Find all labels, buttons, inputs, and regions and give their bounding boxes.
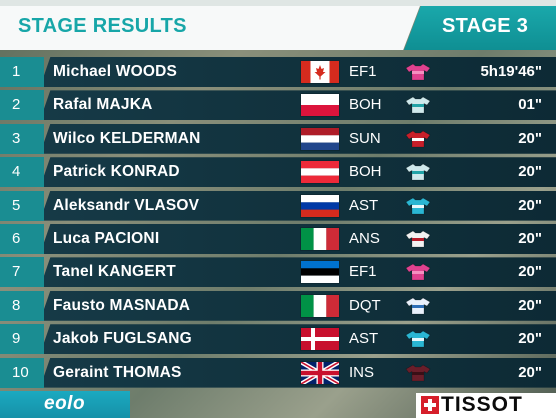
finish-time: 20" bbox=[518, 196, 542, 214]
red-jersey-icon bbox=[405, 130, 431, 148]
position-number: 8 bbox=[0, 290, 44, 321]
team-code: BOH bbox=[349, 96, 382, 114]
pink-jersey-icon bbox=[405, 263, 431, 281]
stage-label: STAGE 3 bbox=[442, 15, 529, 37]
rider-name: Wilco KELDERMAN bbox=[53, 129, 201, 147]
finish-time: 20" bbox=[518, 330, 542, 348]
position-number: 5 bbox=[0, 190, 44, 221]
finish-time: 20" bbox=[518, 230, 542, 247]
position-number: 6 bbox=[0, 224, 44, 254]
table-row: 1 Michael WOODS EF1 5h19'46" bbox=[0, 57, 556, 87]
position-number: 2 bbox=[0, 90, 44, 121]
russia-flag-icon bbox=[301, 194, 339, 217]
italy-flag-icon bbox=[301, 228, 339, 250]
rider-name: Rafal MAJKA bbox=[53, 96, 153, 114]
tissot-logo-panel bbox=[416, 393, 556, 418]
table-row: 3 Wilco KELDERMAN SUN 20" bbox=[0, 123, 556, 154]
denmark-flag-icon bbox=[301, 328, 339, 351]
team-code: AST bbox=[349, 196, 379, 214]
italy-flag-icon bbox=[301, 294, 339, 317]
cyan-jersey-icon bbox=[405, 197, 431, 215]
finish-time: 20" bbox=[518, 296, 542, 314]
row-background bbox=[40, 357, 556, 388]
tissot-cross-icon bbox=[421, 396, 439, 414]
table-row: 8 Fausto MASNADA DQT 20" bbox=[0, 290, 556, 321]
finish-time: 20" bbox=[518, 263, 542, 281]
maroon-jersey-icon bbox=[405, 364, 431, 382]
pink-jersey-icon bbox=[405, 63, 431, 81]
row-background bbox=[40, 324, 556, 355]
canada-flag-icon bbox=[301, 61, 339, 83]
team-code: DQT bbox=[349, 296, 381, 314]
row-background bbox=[40, 90, 556, 121]
header-title-panel bbox=[0, 6, 420, 50]
finish-time: 20" bbox=[518, 163, 542, 181]
team-code: INS bbox=[349, 363, 375, 381]
finish-time: 5h19'46" bbox=[480, 63, 542, 80]
table-row: 6 Luca PACIONI ANS 20" bbox=[0, 224, 556, 254]
blue-white-jersey-icon bbox=[405, 297, 431, 315]
row-background bbox=[40, 224, 556, 254]
estonia-flag-icon bbox=[301, 261, 339, 284]
row-background bbox=[40, 57, 556, 87]
eolo-logo: eolo bbox=[44, 393, 86, 414]
austria-flag-icon bbox=[301, 161, 339, 184]
teal-jersey-icon bbox=[405, 163, 431, 181]
position-number: 4 bbox=[0, 157, 44, 188]
rider-name: Tanel KANGERT bbox=[53, 263, 176, 281]
rider-name: Patrick KONRAD bbox=[53, 163, 180, 181]
table-row: 7 Tanel KANGERT EF1 20" bbox=[0, 257, 556, 288]
teal-jersey-icon bbox=[405, 96, 431, 114]
poland-flag-icon bbox=[301, 94, 339, 117]
row-background bbox=[40, 190, 556, 221]
finish-time: 01" bbox=[518, 96, 542, 114]
team-code: EF1 bbox=[349, 63, 377, 80]
rider-name: Luca PACIONI bbox=[53, 230, 160, 247]
position-number: 10 bbox=[0, 357, 44, 388]
row-background bbox=[40, 157, 556, 188]
position-number: 1 bbox=[0, 57, 44, 87]
tissot-logo: TISSOT bbox=[441, 393, 523, 416]
rider-name: Jakob FUGLSANG bbox=[53, 330, 192, 348]
finish-time: 20" bbox=[518, 363, 542, 381]
team-code: ANS bbox=[349, 230, 380, 247]
stage-badge bbox=[404, 6, 556, 50]
team-code: SUN bbox=[349, 129, 381, 147]
table-row: 2 Rafal MAJKA BOH 01" bbox=[0, 90, 556, 121]
team-code: BOH bbox=[349, 163, 382, 181]
row-background bbox=[40, 290, 556, 321]
position-number: 7 bbox=[0, 257, 44, 288]
rider-name: Fausto MASNADA bbox=[53, 296, 191, 314]
rider-name: Geraint THOMAS bbox=[53, 363, 182, 381]
row-background bbox=[40, 257, 556, 288]
netherlands-flag-icon bbox=[301, 127, 339, 150]
page-title: STAGE RESULTS bbox=[18, 15, 187, 37]
finish-time: 20" bbox=[518, 129, 542, 147]
table-row: 4 Patrick KONRAD BOH 20" bbox=[0, 157, 556, 188]
cyan-jersey-icon bbox=[405, 330, 431, 348]
table-row: 5 Aleksandr VLASOV AST 20" bbox=[0, 190, 556, 221]
red-white-jersey-icon bbox=[405, 230, 431, 248]
position-number: 9 bbox=[0, 324, 44, 355]
position-number: 3 bbox=[0, 123, 44, 154]
top-strip bbox=[0, 0, 556, 6]
team-code: EF1 bbox=[349, 263, 377, 281]
table-row: 9 Jakob FUGLSANG AST 20" bbox=[0, 324, 556, 355]
eolo-logo-panel bbox=[0, 391, 130, 418]
rider-name: Aleksandr VLASOV bbox=[53, 196, 200, 214]
uk-flag-icon bbox=[301, 361, 339, 384]
rider-name: Michael WOODS bbox=[53, 63, 178, 80]
row-background bbox=[40, 123, 556, 154]
table-row: 10 Geraint THOMAS INS 20" bbox=[0, 357, 556, 388]
team-code: AST bbox=[349, 330, 379, 348]
